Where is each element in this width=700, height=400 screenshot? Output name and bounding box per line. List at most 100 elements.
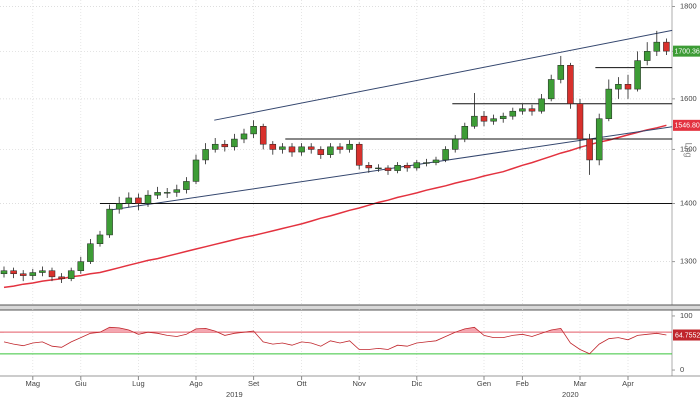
candle-body (365, 165, 373, 169)
scale-label: Log (684, 142, 694, 157)
trend-line (214, 29, 673, 121)
candle-body (586, 138, 593, 161)
candle-body (346, 143, 353, 150)
y-tick-label: 1300 (680, 257, 697, 266)
indicator-y-tick-label: 100 (680, 311, 693, 320)
y-tick-label: 1400 (680, 198, 697, 207)
candle-body (432, 159, 440, 163)
candle-body (471, 115, 478, 127)
candle-body (240, 133, 248, 140)
candle-body (634, 60, 641, 90)
x-tick-label: Giu (75, 379, 87, 388)
x-tick-label: Gen (477, 379, 491, 388)
candle-body (96, 234, 104, 244)
panel-separator (0, 305, 700, 310)
candle-body (19, 273, 27, 276)
candle-body (269, 143, 277, 150)
candle-body (538, 98, 545, 112)
x-tick-label: Nov (353, 379, 367, 388)
candle-body (317, 149, 325, 155)
candle-body (58, 276, 65, 279)
x-tick-label: Ott (297, 379, 308, 388)
candle-body (442, 149, 449, 161)
candle-body (547, 79, 555, 100)
candle-body (0, 270, 8, 275)
candle-body (480, 115, 488, 122)
x-tick-label: Set (248, 379, 260, 388)
candle-body (192, 159, 200, 182)
x-tick-label: Ago (189, 379, 202, 388)
x-tick-label: Mag (26, 379, 41, 388)
candle-body (653, 41, 661, 52)
candle-body (48, 270, 56, 278)
candle-body (231, 138, 238, 148)
candle-body (250, 126, 257, 135)
candle-body (67, 270, 75, 279)
last-price-tag-box (673, 45, 700, 57)
candle-body (567, 65, 574, 105)
candle-body (576, 103, 584, 140)
candle-body (288, 146, 296, 153)
candle-body (605, 88, 613, 119)
x-tick-label: Feb (516, 379, 529, 388)
candle-body (259, 126, 267, 145)
moving-average-line (3, 124, 667, 289)
indicator-tag: 64.7552 (675, 332, 700, 339)
candle-body (557, 65, 565, 80)
candle-body (144, 194, 152, 204)
candle-body (298, 146, 305, 153)
candle-body (384, 167, 392, 171)
y-tick-label: 1800 (680, 1, 697, 10)
candle-body (307, 146, 315, 150)
candle-body (519, 108, 526, 112)
x-tick-label: Mar (574, 379, 587, 388)
candle-body (595, 118, 603, 161)
x-tick-label: Lug (132, 379, 145, 388)
indicator-tag-box (673, 329, 700, 341)
candle-body (413, 162, 421, 169)
candle-body (490, 118, 497, 122)
candle-body (643, 51, 651, 61)
candle-body (135, 197, 142, 204)
x-tick-label: Apr (622, 379, 634, 388)
candle-body (509, 110, 517, 117)
candle-body (355, 143, 363, 166)
candle-body (29, 272, 37, 276)
y-tick-label: 1500 (680, 144, 697, 153)
candle-body (663, 41, 670, 52)
candle-body (115, 203, 123, 210)
candle-body (327, 146, 334, 155)
candle-body (183, 181, 190, 190)
candle-body (125, 197, 133, 204)
candle-body (106, 208, 113, 236)
indicator-y-tick-label: 0 (680, 365, 684, 374)
indicator-line (3, 326, 667, 355)
candle-body (39, 270, 46, 273)
candle-body (279, 146, 286, 150)
candle-body (451, 138, 459, 150)
candle-body (615, 84, 622, 90)
candle-body (202, 149, 209, 161)
candle-body (87, 243, 94, 262)
candle-body (211, 143, 219, 150)
candle-body (221, 143, 229, 148)
x-tick-label: Dic (411, 379, 422, 388)
candle-body (173, 189, 181, 193)
candle-body (394, 165, 401, 171)
candle-body (163, 192, 171, 194)
candle-body (154, 192, 161, 196)
moving-average-tag-box (673, 119, 700, 131)
candle-body (336, 146, 344, 150)
year-label: 2020 (562, 390, 579, 399)
candle-body (403, 165, 411, 169)
candle-body (10, 270, 17, 275)
moving-average-tag: 1546.8052 (675, 123, 700, 130)
candle-body (528, 108, 536, 112)
candle-body (375, 167, 382, 169)
candle-body (77, 261, 85, 271)
year-label: 2019 (226, 390, 243, 399)
y-tick-label: 1600 (680, 94, 697, 103)
candle-body (499, 115, 507, 119)
